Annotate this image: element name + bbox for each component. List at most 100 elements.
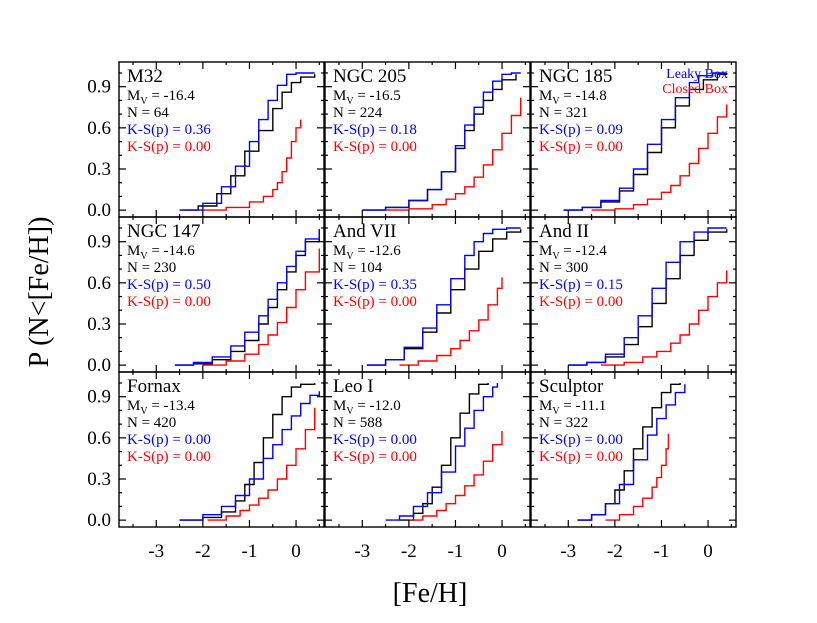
panel-ks-leaky: K-S(p) = 0.00 <box>333 432 417 448</box>
panel-n: N = 322 <box>539 415 588 431</box>
panel-mv: MV = -12.4 <box>539 243 607 262</box>
panel-n: N = 588 <box>333 415 382 431</box>
x-tick-label: 0 <box>703 541 713 562</box>
y-tick-label: 0.9 <box>87 77 111 98</box>
x-tick-label: -2 <box>401 541 417 562</box>
panel-ks-leaky: K-S(p) = 0.00 <box>127 432 211 448</box>
y-tick-label: 0.3 <box>87 314 111 335</box>
y-tick-label: 0.9 <box>87 387 111 408</box>
y-tick-label: 0.3 <box>87 469 111 490</box>
series-line-data <box>399 383 489 521</box>
panel-ks-closed: K-S(p) = 0.00 <box>127 294 211 310</box>
panel-n: N = 64 <box>127 105 169 121</box>
y-tick-label: 0.6 <box>87 273 111 294</box>
panel-ks-leaky: K-S(p) = 0.00 <box>539 432 623 448</box>
panel-name: Leo I <box>333 376 374 397</box>
panel-n: N = 104 <box>333 260 383 276</box>
series-line-closed-box <box>600 270 728 366</box>
series-line-leaky-box <box>362 72 521 211</box>
series-line-closed-box <box>202 248 320 366</box>
panel-ks-closed: K-S(p) = 0.00 <box>333 139 417 155</box>
panel-ks-leaky: K-S(p) = 0.09 <box>539 122 623 138</box>
y-tick-label: 0.0 <box>87 355 111 376</box>
y-tick-label: 0.6 <box>87 428 111 449</box>
series-line-leaky-box <box>577 384 686 521</box>
y-tick-label: 0.0 <box>87 510 111 531</box>
series-line-closed-box <box>207 407 316 521</box>
panel-name: Fornax <box>127 376 181 397</box>
panel-mv: MV = -12.0 <box>333 398 401 417</box>
panel-mv: MV = -11.1 <box>539 398 606 417</box>
y-tick-label: 0.6 <box>87 118 111 139</box>
series-line-leaky-box <box>568 227 727 366</box>
panel-ks-closed: K-S(p) = 0.00 <box>539 449 623 465</box>
y-tick-label: 0.9 <box>87 232 111 253</box>
series-line-leaky-box <box>174 229 320 366</box>
panel-frame <box>118 371 325 528</box>
x-tick-label: -2 <box>607 541 623 562</box>
panel-name: NGC 147 <box>127 221 200 242</box>
x-tick-label: -1 <box>654 541 670 562</box>
panel-n: N = 230 <box>127 260 176 276</box>
panel-ks-leaky: K-S(p) = 0.50 <box>127 277 211 293</box>
series-line-closed-box <box>202 119 302 211</box>
panel-n: N = 321 <box>539 105 588 121</box>
panel-ks-closed: K-S(p) = 0.00 <box>333 449 417 465</box>
y-axis-label: P (N<[Fe/H]) <box>24 217 55 368</box>
panel-ks-leaky: K-S(p) = 0.36 <box>127 122 211 138</box>
panel-name: NGC 185 <box>539 66 612 87</box>
x-tick-label: -2 <box>195 541 211 562</box>
x-tick-label: -3 <box>148 541 164 562</box>
panel-mv: MV = -14.8 <box>539 88 607 107</box>
x-axis-label: [Fe/H] <box>393 578 468 609</box>
panel-mv: MV = -12.6 <box>333 243 401 262</box>
panel-ks-closed: K-S(p) = 0.00 <box>127 449 211 465</box>
x-tick-label: 0 <box>291 541 301 562</box>
x-tick-label: -1 <box>448 541 464 562</box>
panel-mv: MV = -16.4 <box>127 88 195 107</box>
series-line-closed-box <box>399 277 503 366</box>
panel-name: Sculptor <box>539 376 604 397</box>
panel-frame <box>530 371 737 528</box>
panel-name: M32 <box>127 66 163 87</box>
legend-entry-leaky-box: Leaky Box <box>666 67 728 82</box>
series-line-closed-box <box>385 97 522 211</box>
panel-mv: MV = -13.4 <box>127 398 195 417</box>
panel-ks-closed: K-S(p) = 0.00 <box>539 294 623 310</box>
series-line-leaky-box <box>563 72 727 211</box>
series-line-closed-box <box>605 433 670 521</box>
series-line-leaky-box <box>385 383 499 521</box>
y-tick-label: 0.3 <box>87 159 111 180</box>
panel-name: And II <box>539 221 589 242</box>
panel-n: N = 300 <box>539 260 588 276</box>
panel-ks-closed: K-S(p) = 0.00 <box>539 139 623 155</box>
series-line-closed-box <box>408 431 503 521</box>
y-tick-label: 0.0 <box>87 200 111 221</box>
panel-n: N = 420 <box>127 415 176 431</box>
series-line-leaky-box <box>366 227 521 366</box>
panel-ks-closed: K-S(p) = 0.00 <box>127 139 211 155</box>
panel-name: And VII <box>333 221 397 242</box>
series-line-leaky-box <box>179 391 320 521</box>
series-line-closed-box <box>591 104 728 211</box>
panel-n: N = 224 <box>333 105 383 121</box>
legend-entry-closed-box: Closed Box <box>662 82 728 97</box>
panel-ks-leaky: K-S(p) = 0.15 <box>539 277 623 293</box>
panel-name: NGC 205 <box>333 66 406 87</box>
panel-frame <box>324 371 531 528</box>
series-line-leaky-box <box>184 72 315 211</box>
x-tick-label: 0 <box>497 541 507 562</box>
x-tick-label: -3 <box>354 541 370 562</box>
panel-mv: MV = -16.5 <box>333 88 401 107</box>
